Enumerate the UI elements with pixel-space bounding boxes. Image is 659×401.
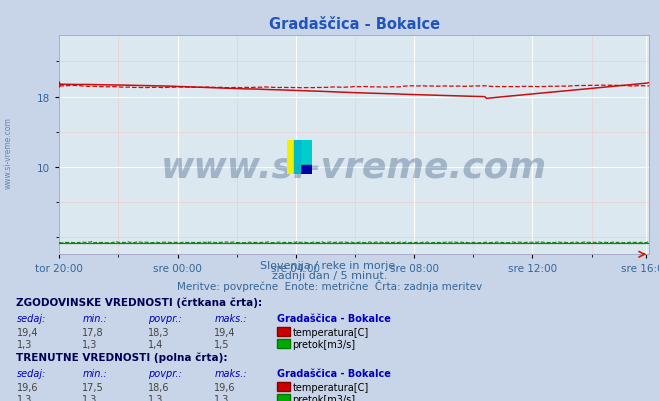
- Text: temperatura[C]: temperatura[C]: [293, 382, 369, 392]
- Text: sedaj:: sedaj:: [16, 313, 46, 323]
- Polygon shape: [299, 140, 312, 166]
- Text: www.si-vreme.com: www.si-vreme.com: [3, 117, 13, 188]
- Text: 17,8: 17,8: [82, 327, 104, 337]
- Text: 19,4: 19,4: [16, 327, 38, 337]
- Text: sedaj:: sedaj:: [16, 368, 46, 378]
- Text: povpr.:: povpr.:: [148, 368, 182, 378]
- Text: maks.:: maks.:: [214, 313, 247, 323]
- Text: 1,3: 1,3: [16, 394, 32, 401]
- Text: zadnji dan / 5 minut.: zadnji dan / 5 minut.: [272, 271, 387, 281]
- Text: povpr.:: povpr.:: [148, 313, 182, 323]
- Text: TRENUTNE VREDNOSTI (polna črta):: TRENUTNE VREDNOSTI (polna črta):: [16, 351, 228, 362]
- Text: 1,4: 1,4: [148, 339, 163, 349]
- Polygon shape: [299, 166, 312, 174]
- Text: 17,5: 17,5: [82, 382, 104, 392]
- Text: temperatura[C]: temperatura[C]: [293, 327, 369, 337]
- Text: 19,4: 19,4: [214, 327, 236, 337]
- Text: 1,3: 1,3: [148, 394, 163, 401]
- Text: 19,6: 19,6: [16, 382, 38, 392]
- Text: Gradaščica - Bokalce: Gradaščica - Bokalce: [277, 313, 391, 323]
- Text: 19,6: 19,6: [214, 382, 236, 392]
- Text: ZGODOVINSKE VREDNOSTI (črtkana črta):: ZGODOVINSKE VREDNOSTI (črtkana črta):: [16, 296, 262, 307]
- Text: maks.:: maks.:: [214, 368, 247, 378]
- Title: Gradaščica - Bokalce: Gradaščica - Bokalce: [269, 17, 440, 32]
- Text: 1,3: 1,3: [82, 394, 98, 401]
- Text: pretok[m3/s]: pretok[m3/s]: [293, 394, 356, 401]
- Text: min.:: min.:: [82, 368, 107, 378]
- Text: 18,3: 18,3: [148, 327, 170, 337]
- Text: Slovenija / reke in morje.: Slovenija / reke in morje.: [260, 261, 399, 271]
- Text: Meritve: povprečne  Enote: metrične  Črta: zadnja meritev: Meritve: povprečne Enote: metrične Črta:…: [177, 279, 482, 292]
- Text: 18,6: 18,6: [148, 382, 170, 392]
- Text: min.:: min.:: [82, 313, 107, 323]
- Text: 1,3: 1,3: [82, 339, 98, 349]
- Text: 1,3: 1,3: [214, 394, 229, 401]
- Text: Gradaščica - Bokalce: Gradaščica - Bokalce: [277, 368, 391, 378]
- Text: pretok[m3/s]: pretok[m3/s]: [293, 339, 356, 349]
- Text: 1,5: 1,5: [214, 339, 230, 349]
- Text: www.si-vreme.com: www.si-vreme.com: [161, 150, 547, 184]
- Text: 1,3: 1,3: [16, 339, 32, 349]
- Polygon shape: [294, 140, 301, 174]
